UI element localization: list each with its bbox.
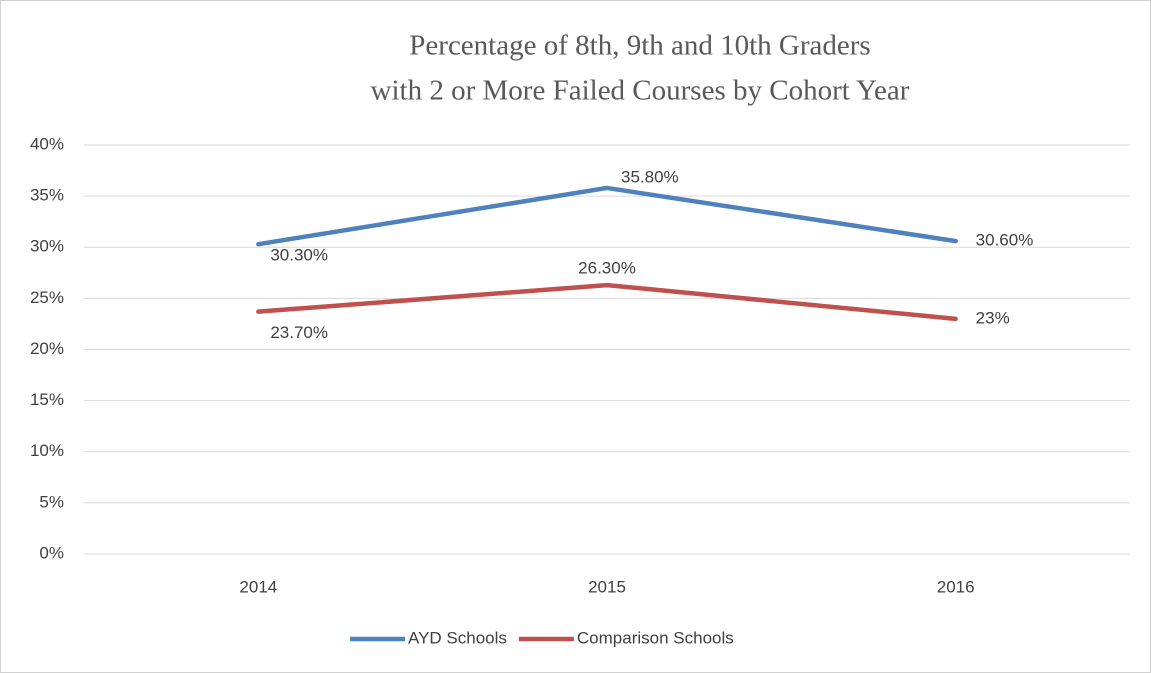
- y-tick-label: 20%: [30, 339, 64, 358]
- line: [256, 282, 958, 322]
- chart-title: Percentage of 8th, 9th and 10th Graders: [409, 30, 870, 62]
- x-tick-label: 2016: [937, 577, 975, 596]
- y-tick-label: 30%: [30, 237, 64, 256]
- y-tick-label: 35%: [30, 186, 64, 205]
- data-label: 23%: [976, 308, 1010, 327]
- y-tick-label: 15%: [30, 390, 64, 409]
- data-label: 30.60%: [976, 231, 1034, 250]
- y-tick-label: 0%: [39, 543, 64, 562]
- data-label: 23.70%: [270, 323, 328, 342]
- line: [256, 185, 958, 247]
- data-label: 35.80%: [621, 167, 679, 186]
- legend-label: AYD Schools: [408, 628, 507, 647]
- x-tick-label: 2014: [239, 577, 277, 596]
- y-tick-label: 25%: [30, 288, 64, 307]
- y-tick-label: 10%: [30, 441, 64, 460]
- chart-title: with 2 or More Failed Courses by Cohort …: [371, 75, 910, 107]
- data-label: 26.30%: [578, 259, 636, 278]
- data-label: 30.30%: [270, 246, 328, 265]
- y-tick-label: 5%: [39, 492, 64, 511]
- legend-label: Comparison Schools: [577, 628, 734, 647]
- y-tick-label: 40%: [30, 134, 64, 153]
- x-tick-label: 2015: [588, 577, 626, 596]
